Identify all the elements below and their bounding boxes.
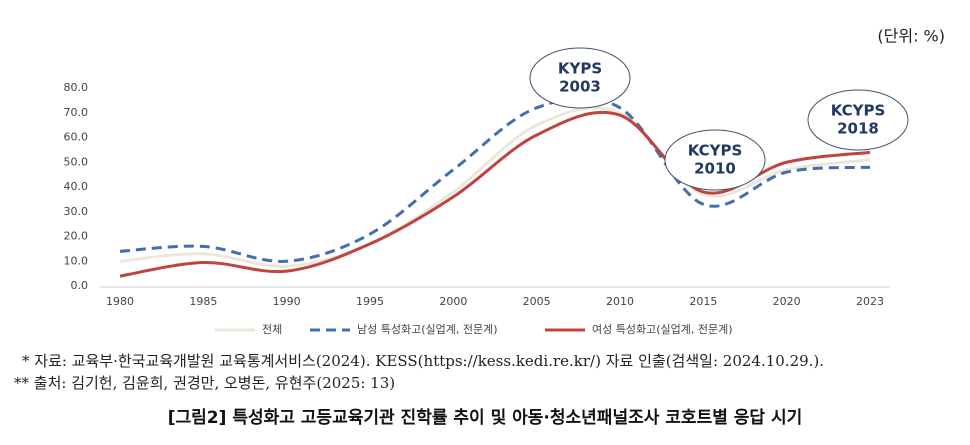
series-line [119,96,871,263]
x-tick-label: 2015 [689,295,717,308]
x-tick-label: 1980 [106,295,134,308]
annotation-text: KCYPS [688,142,743,160]
caption: [그림2] 특성화고 고등교육기관 진학률 추이 및 아동·청소년패널조사 코호… [168,407,803,428]
annotation-text: KCYPS [831,102,886,120]
y-tick-label: 50.0 [64,155,89,168]
series-line [119,106,871,268]
note: * 자료: 교육부·한국교육개발원 교육통계서비스(2024). KESS(ht… [22,352,824,370]
y-tick-label: 0.0 [71,279,89,292]
y-tick-label: 80.0 [64,81,89,94]
legend-label: 전체 [262,323,282,336]
legend-label: 남성 특성화고(실업계, 전문계) [357,323,498,336]
y-tick-label: 10.0 [64,254,89,267]
y-tick-label: 60.0 [64,131,89,144]
x-tick-label: 1985 [189,295,217,308]
x-tick-label: 2010 [606,295,634,308]
note: ** 출처: 김기헌, 김윤희, 권경만, 오병돈, 유현주(2025: 13) [14,374,395,392]
y-tick-label: 30.0 [64,205,89,218]
annotation-text: 2003 [559,78,601,96]
annotation-text: KYPS [558,60,602,78]
x-tick-label: 2023 [856,295,884,308]
annotation-ellipse [664,129,766,191]
unit-label: (단위: %) [877,27,945,46]
annotation-ellipse [807,89,909,151]
legend-label: 여성 특성화고(실업계, 전문계) [592,323,733,336]
annotation-text: 2010 [694,160,736,178]
x-tick-label: 2020 [773,295,801,308]
x-tick-label: 2005 [523,295,551,308]
x-tick-label: 1990 [273,295,301,308]
x-tick-label: 2000 [439,295,467,308]
y-tick-label: 70.0 [64,106,89,119]
x-tick-label: 1995 [356,295,384,308]
annotation-text: 2018 [837,120,879,138]
annotation-ellipse [529,47,631,109]
y-tick-label: 20.0 [64,230,89,243]
y-tick-label: 40.0 [64,180,89,193]
